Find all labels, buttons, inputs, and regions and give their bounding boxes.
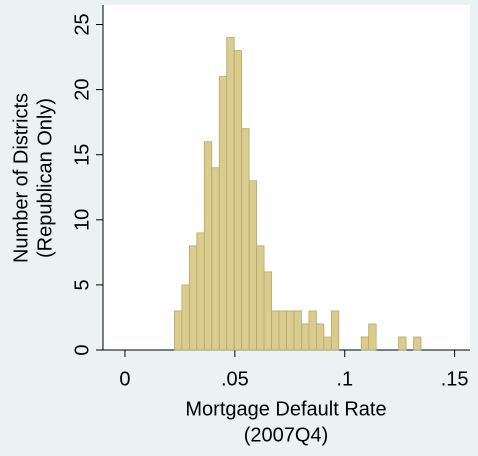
x-axis-label: Mortgage Default Rate [185,398,386,420]
bar [188,245,198,351]
bar [263,271,272,351]
bar [241,128,250,351]
bar [323,336,332,351]
bar [233,50,243,351]
bar [203,141,213,351]
bar [211,167,220,351]
bar [256,245,265,351]
y-axis-label: Number of Districts [10,93,32,263]
x-tick-label: .1 [336,368,353,390]
bar [271,310,280,351]
bar [181,284,190,351]
bar [330,310,340,351]
bar [218,76,228,351]
y-tick-label: 20 [71,78,93,100]
bar [308,310,317,351]
y-tick-label: 0 [71,344,93,355]
bar [301,323,310,351]
bar [293,310,302,351]
y-tick-label: 5 [71,279,93,290]
bar [174,310,183,351]
x-tick-label: .15 [441,368,469,390]
x-tick-label: 0 [119,368,130,390]
plot-area [103,5,470,350]
bar [286,310,295,351]
bar [398,336,407,351]
y-tick-label: 10 [71,209,93,231]
x-axis-label: (2007Q4) [244,424,329,446]
bar [360,336,370,351]
bar [196,232,205,351]
x-tick-label: .05 [221,368,249,390]
bar [413,336,422,351]
y-tick-label: 25 [71,13,93,35]
bar [315,323,325,351]
bar [226,37,235,351]
bar [368,323,377,351]
y-tick-label: 15 [71,144,93,166]
bar [278,310,287,351]
y-axis-label: (Republican Only) [34,98,56,258]
bar [248,180,258,351]
